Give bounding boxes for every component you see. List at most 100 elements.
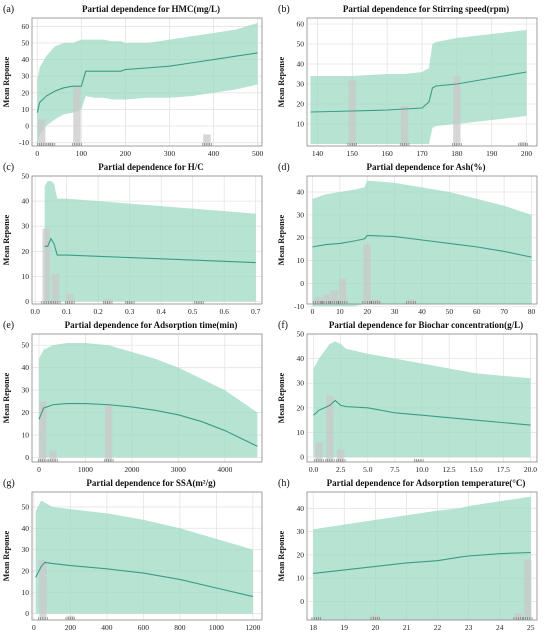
- confidence-band: [313, 341, 531, 458]
- mean-response-line: [44, 237, 256, 264]
- x-tick-label: 0.6: [220, 307, 230, 316]
- y-tick-label: 30: [22, 72, 30, 81]
- x-tick-label: 23: [465, 623, 473, 632]
- confidence-band: [37, 22, 258, 147]
- y-tick-label: 30: [297, 527, 305, 536]
- x-tick-label: 60: [473, 307, 481, 316]
- y-tick-label: 0: [300, 279, 304, 288]
- panel-letter: (a): [3, 4, 14, 15]
- panel-letter: (f): [278, 320, 288, 331]
- y-tick-label: 10: [22, 431, 30, 440]
- confidence-band: [313, 496, 531, 620]
- plot-frame: [306, 17, 538, 147]
- y-tick-label: 0: [300, 597, 304, 606]
- x-tick-label: 10: [336, 307, 344, 316]
- x-tick-label: 30: [391, 307, 399, 316]
- panel-letter: (h): [278, 478, 290, 489]
- x-tick-label: 2.5: [336, 465, 346, 474]
- panel-title: Partial dependence for Biochar concentra…: [329, 320, 523, 330]
- y-tick-label: 10: [22, 588, 30, 597]
- y-tick-label: 0: [25, 122, 29, 131]
- y-axis-label: Mean Reponse: [2, 214, 11, 265]
- x-tick-label: 300: [164, 149, 176, 158]
- mean-response-line: [36, 52, 258, 113]
- y-axis-label: Mean Reponse: [277, 214, 286, 265]
- y-tick-label: 10: [297, 120, 305, 129]
- distribution-bar: [338, 278, 347, 304]
- x-tick-label: 500: [252, 149, 264, 158]
- x-tick-label: 50: [446, 307, 454, 316]
- panel-title: Partial dependence for Stirring speed(rp…: [343, 4, 509, 14]
- y-tick-label: 20: [297, 100, 305, 109]
- panel-title: Partial dependence for Adsorption time(m…: [65, 320, 238, 330]
- x-tick-label: 70: [500, 307, 508, 316]
- x-tick-label: 0: [311, 307, 315, 316]
- x-tick-label: 0.0: [30, 307, 40, 316]
- mean-response-line: [35, 561, 253, 598]
- x-tick-label: 1000: [209, 623, 224, 632]
- y-tick-label: 0: [25, 297, 29, 306]
- rug-marks: [37, 143, 212, 146]
- y-tick-label: 30: [297, 80, 305, 89]
- plot-frame: [306, 333, 538, 463]
- x-tick-label: 12.5: [443, 465, 456, 474]
- y-tick-label: 30: [297, 210, 305, 219]
- y-tick-label: 40: [297, 504, 305, 513]
- y-axis-label: Mean Reponse: [2, 372, 11, 423]
- rug-marks: [313, 301, 416, 304]
- y-tick-label: 20: [297, 550, 305, 559]
- mean-response-line: [38, 403, 258, 447]
- y-tick-label: 50: [22, 38, 30, 47]
- x-tick-label: 0: [37, 465, 41, 474]
- distribution-bar: [73, 86, 81, 146]
- x-tick-label: 800: [174, 623, 186, 632]
- panel-title: Partial dependence for Ash(%): [366, 162, 485, 172]
- panel-8: 18 19 20 21 22 23 24 25 0 10 20 30 40 Mean Reponse (h)…: [277, 478, 538, 632]
- distribution-bar: [330, 290, 339, 304]
- y-tick-label: 40: [22, 363, 30, 372]
- y-tick-label: 40: [297, 60, 305, 69]
- y-tick-label: 40: [297, 188, 305, 197]
- x-tick-label: 400: [101, 623, 113, 632]
- y-tick-label: 50: [297, 40, 305, 49]
- x-tick-label: 10.0: [415, 465, 428, 474]
- x-tick-label: 200: [521, 149, 533, 158]
- x-tick-label: 150: [347, 149, 359, 158]
- y-tick-label: 30: [22, 222, 30, 231]
- x-tick-label: 7.5: [390, 465, 400, 474]
- x-tick-label: 100: [76, 149, 88, 158]
- x-tick-label: 18: [309, 623, 317, 632]
- y-tick-label: 10: [297, 574, 305, 583]
- panel-7: 0 200 400 600 800 1000 1200 0 10 20 30 40 50 Mean Rep…: [2, 478, 263, 632]
- x-tick-label: 0.3: [125, 307, 135, 316]
- panel-title: Partial dependence for Adsorption temper…: [327, 478, 526, 488]
- panel-1: 0 100 200 300 400 500 -10 0 10 20 30 40 50 60 Mean Rep…: [2, 4, 263, 158]
- y-tick-label: -10: [294, 302, 304, 311]
- mean-response-line: [313, 399, 531, 426]
- panel-3: 0.0 0.1 0.2 0.3 0.4 0.5 0.6 0.7 0 10 20 30 40 50 Mean …: [2, 162, 263, 316]
- panel-letter: (b): [278, 4, 290, 15]
- x-tick-label: 20: [372, 623, 380, 632]
- rug-marks: [311, 617, 533, 620]
- y-tick-label: 30: [22, 386, 30, 395]
- y-tick-label: 40: [22, 55, 30, 64]
- distribution-bar: [514, 613, 523, 620]
- x-tick-label: 2000: [124, 465, 139, 474]
- mean-response-line: [313, 551, 531, 574]
- distribution-bar: [49, 450, 57, 462]
- x-tick-label: 0.4: [156, 307, 166, 316]
- rug-marks: [38, 617, 75, 620]
- x-tick-label: 0.2: [93, 307, 103, 316]
- y-tick-label: 0: [25, 453, 29, 462]
- y-axis-label: Mean Reponse: [277, 530, 286, 581]
- x-tick-label: 4000: [217, 465, 232, 474]
- y-tick-label: 50: [22, 502, 30, 511]
- x-tick-label: 19: [341, 623, 349, 632]
- x-tick-label: 0.1: [62, 307, 72, 316]
- x-tick-label: 80: [528, 307, 536, 316]
- distribution-bar: [51, 273, 60, 304]
- plot-frame: [31, 17, 263, 147]
- panel-letter: (g): [3, 478, 15, 489]
- x-tick-label: 160: [382, 149, 394, 158]
- y-tick-label: 40: [297, 354, 305, 363]
